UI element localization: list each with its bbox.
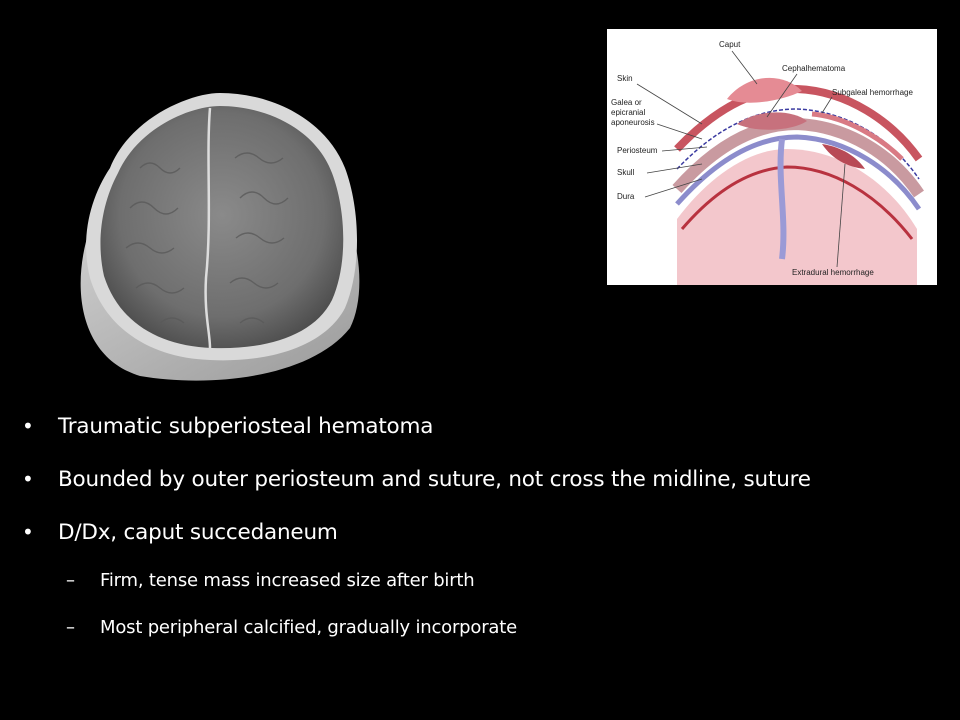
bullet-dot: • <box>22 467 34 491</box>
bullet-dot: • <box>22 520 34 544</box>
sub-bullet-dash: – <box>66 570 75 591</box>
label-periosteum: Periosteum <box>617 146 658 155</box>
label-caput: Caput <box>719 40 741 49</box>
bullet-item: • Bounded by outer periosteum and suture,… <box>22 467 811 492</box>
label-extradural: Extradural hemorrhage <box>792 268 874 277</box>
bullet-text: D/Dx, caput succedaneum <box>58 520 338 545</box>
label-galea-3: aponeurosis <box>611 118 655 127</box>
scalp-anatomy-diagram: Caput Cephalhematoma Skin Subgaleal hemo… <box>607 29 937 285</box>
sub-bullet-text: Most peripheral calcified, gradually inc… <box>100 617 517 638</box>
sub-bullet-dash: – <box>66 617 75 638</box>
label-galea-1: Galea or <box>611 98 642 107</box>
label-skin: Skin <box>617 74 633 83</box>
mri-image <box>60 78 370 384</box>
sub-bullet-item: – Firm, tense mass increased size after b… <box>66 570 475 591</box>
bullet-item: • D/Dx, caput succedaneum <box>22 520 338 545</box>
bullet-text: Traumatic subperiosteal hematoma <box>58 414 434 439</box>
bullet-item: • Traumatic subperiosteal hematoma <box>22 414 433 439</box>
label-subgaleal: Subgaleal hemorrhage <box>832 88 913 97</box>
bullet-dot: • <box>22 414 34 438</box>
label-dura: Dura <box>617 192 635 201</box>
label-cephalhematoma: Cephalhematoma <box>782 64 846 73</box>
label-skull: Skull <box>617 168 635 177</box>
sub-bullet-text: Firm, tense mass increased size after bi… <box>100 570 475 591</box>
bullet-text: Bounded by outer periosteum and suture, … <box>58 467 811 492</box>
label-galea-2: epicranial <box>611 108 645 117</box>
sub-bullet-item: – Most peripheral calcified, gradually in… <box>66 617 517 638</box>
